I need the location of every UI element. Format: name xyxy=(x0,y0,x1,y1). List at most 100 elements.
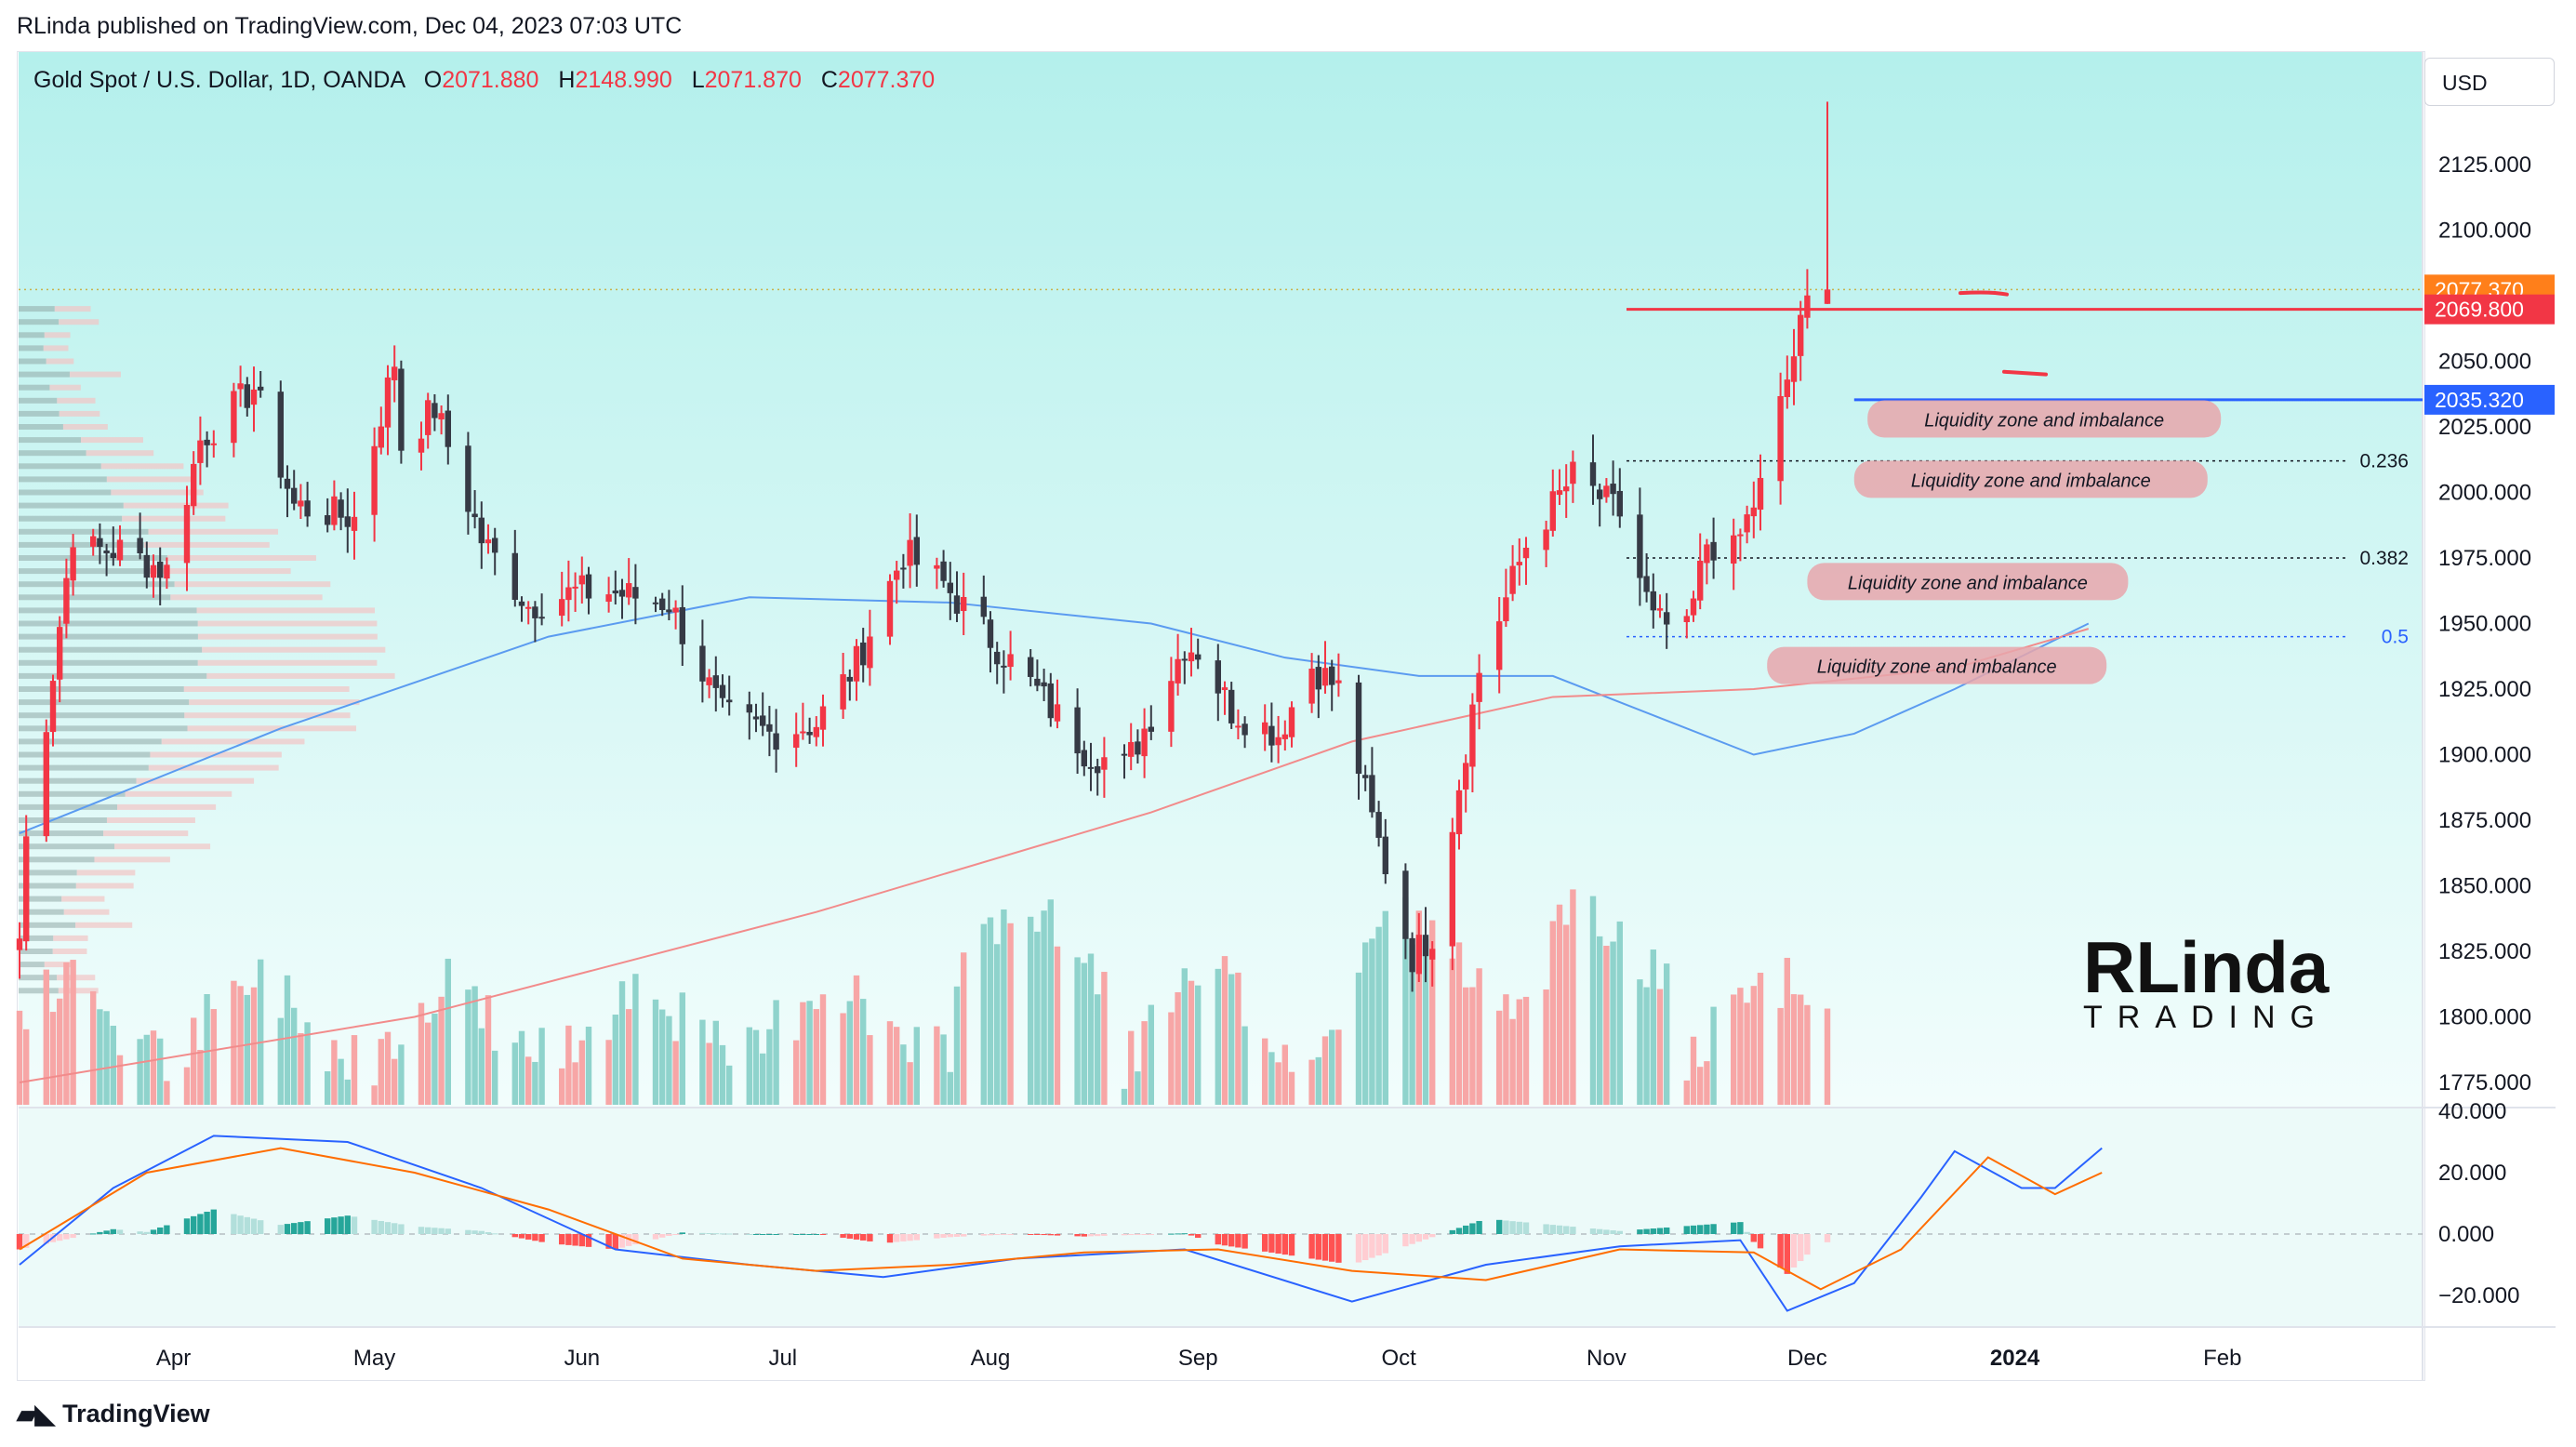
candle-body xyxy=(940,561,947,581)
volume-bar xyxy=(565,1025,572,1105)
volume-profile-bar xyxy=(19,922,76,928)
candle-body xyxy=(712,675,719,688)
macd-histogram-bar xyxy=(432,1228,438,1234)
macd-histogram-bar xyxy=(1095,1234,1101,1237)
volume-profile-bar xyxy=(44,332,71,339)
volume-bar xyxy=(1496,1010,1503,1105)
macd-histogram-bar xyxy=(1790,1234,1798,1268)
volume-profile-bar xyxy=(19,555,167,561)
candle-body xyxy=(726,699,733,703)
macd-histogram-bar xyxy=(1148,1234,1154,1235)
candle-body xyxy=(1101,757,1108,770)
candle-body xyxy=(1141,728,1148,757)
candle-body xyxy=(672,607,679,613)
volume-bar xyxy=(1522,996,1530,1105)
volume-bar xyxy=(63,962,70,1105)
volume-bar xyxy=(291,1007,298,1105)
volume-bar xyxy=(49,1012,57,1105)
candle-body xyxy=(1215,660,1221,694)
macd-histogram-bar xyxy=(518,1234,525,1239)
volume-profile-bar xyxy=(75,922,133,928)
volume-profile-bar xyxy=(197,659,378,666)
currency-button[interactable]: USD xyxy=(2424,58,2555,106)
candle-body xyxy=(1321,668,1329,686)
candle-body xyxy=(1643,576,1650,592)
macd-histogram-bar xyxy=(572,1234,578,1246)
macd-histogram-bar xyxy=(1597,1228,1603,1234)
macd-histogram-bar xyxy=(284,1224,291,1234)
volume-profile-bar xyxy=(19,306,55,312)
macd-histogram-bar xyxy=(626,1234,632,1246)
candle-body xyxy=(471,513,478,518)
macd-histogram-bar xyxy=(418,1227,425,1234)
time-tick-label: Sep xyxy=(1178,1346,1218,1371)
candle-body xyxy=(1422,935,1429,957)
candle-body xyxy=(1221,687,1228,691)
candle-body xyxy=(231,391,237,444)
candle-body xyxy=(1001,665,1007,668)
volume-profile-bar xyxy=(19,738,162,745)
volume-bar xyxy=(652,999,659,1105)
volume-bar xyxy=(1422,938,1429,1105)
candle-body xyxy=(1181,658,1188,661)
time-tick-label: Apr xyxy=(156,1346,191,1371)
liquidity-zone-annotation[interactable] xyxy=(1853,460,2208,498)
macd-histogram-bar xyxy=(511,1234,518,1238)
volume-profile-bar xyxy=(19,332,45,339)
candle-body xyxy=(572,586,578,589)
volume-bar xyxy=(1804,1004,1811,1105)
candle-body xyxy=(1650,591,1656,611)
volume-profile-bar xyxy=(19,437,81,444)
volume-bar xyxy=(819,994,827,1105)
volume-bar xyxy=(351,1035,358,1105)
macd-histogram-bar xyxy=(16,1234,23,1250)
volume-bar xyxy=(1469,987,1476,1105)
volume-bar xyxy=(578,1040,585,1105)
volume-bar xyxy=(1262,1038,1268,1105)
candle-body xyxy=(1664,612,1670,625)
volume-bar xyxy=(532,1061,538,1105)
volume-bar xyxy=(1188,980,1195,1105)
volume-profile-bar xyxy=(94,856,170,863)
footer-brand[interactable]: ▰◣ TradingView xyxy=(17,1399,210,1429)
volume-bar xyxy=(953,986,961,1105)
liquidity-zone-annotation[interactable] xyxy=(1807,563,2129,601)
price-tick-label: 1825.000 xyxy=(2438,939,2531,964)
volume-bar xyxy=(204,994,210,1105)
candle-body xyxy=(183,505,191,564)
volume-bar xyxy=(746,1027,752,1105)
volume-bar xyxy=(1355,972,1362,1105)
volume-bar xyxy=(1074,957,1081,1105)
volume-bar xyxy=(1007,923,1014,1105)
macd-histogram-bar xyxy=(204,1212,210,1234)
candle-body xyxy=(666,609,672,613)
macd-histogram-bar xyxy=(471,1230,478,1234)
volume-bar xyxy=(947,1071,953,1105)
volume-bar xyxy=(605,1040,612,1105)
macd-histogram-bar xyxy=(384,1222,392,1234)
price-tick-label: 2025.000 xyxy=(2438,415,2531,440)
candle-body xyxy=(1128,741,1135,757)
volume-profile-bar xyxy=(19,830,104,837)
volume-bar xyxy=(806,1001,813,1105)
volume-bar xyxy=(1656,989,1664,1105)
volume-bar xyxy=(1610,941,1616,1105)
macd-histogram-bar xyxy=(1757,1234,1764,1249)
volume-bar xyxy=(618,981,626,1105)
macd-histogram-bar xyxy=(760,1234,766,1235)
volume-profile-bar xyxy=(57,397,96,404)
volume-bar xyxy=(1697,1067,1704,1105)
candle-body xyxy=(204,439,210,445)
volume-bar xyxy=(1415,910,1422,1105)
volume-bar xyxy=(1087,953,1095,1105)
liquidity-zone-annotation[interactable] xyxy=(1867,400,2222,438)
volume-profile-bar xyxy=(86,450,154,457)
candle-body xyxy=(659,598,666,611)
candle-body xyxy=(1777,395,1784,482)
macd-histogram-bar xyxy=(183,1218,191,1234)
macd-histogram-bar xyxy=(886,1234,894,1243)
liquidity-zone-annotation[interactable] xyxy=(1767,646,2107,684)
candle-body xyxy=(1041,682,1047,687)
tradingview-logo-icon: ▰◣ xyxy=(17,1400,55,1428)
